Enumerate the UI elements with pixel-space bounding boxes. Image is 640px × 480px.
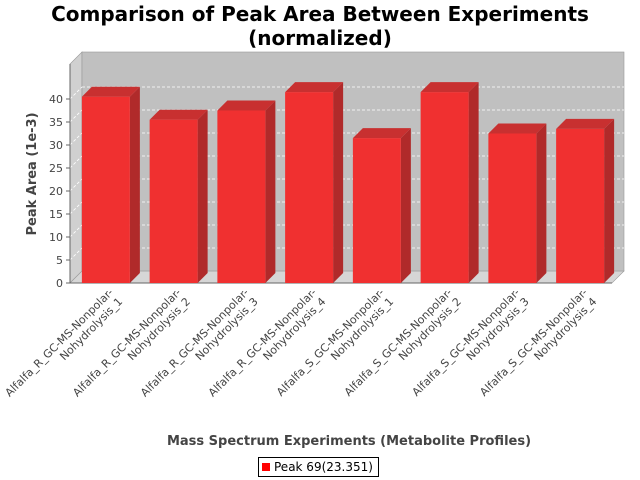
- bar-top: [217, 100, 276, 111]
- x-axis-label: Mass Spectrum Experiments (Metabolite Pr…: [167, 434, 531, 449]
- y-tick-label: 0: [56, 277, 63, 290]
- legend-label: Peak 69(23.351): [274, 460, 373, 474]
- bar-top: [81, 86, 140, 97]
- bar-top: [488, 123, 547, 134]
- legend-swatch: [262, 463, 270, 471]
- x-tick-label-line: Alfalfa_R_GC-MS-Nonpolar-: [138, 286, 251, 399]
- gridline-side: [69, 86, 83, 100]
- y-tick-label: 20: [49, 185, 63, 198]
- x-tick-label-line: Alfalfa_R_GC-MS-Nonpolar-: [70, 286, 183, 399]
- bar-top: [352, 128, 411, 139]
- chart-title: Comparison of Peak Area Between Experime…: [0, 2, 640, 50]
- y-axis-label: Peak Area (1e-3): [25, 112, 40, 235]
- gridline-side: [69, 201, 83, 215]
- x-tick-label-line: Alfalfa_S_GC-MS-Nonpolar-: [477, 286, 590, 399]
- x-tick-label-line: Alfalfa_S_GC-MS-Nonpolar-: [342, 286, 455, 399]
- x-tick-label: Alfalfa_R_GC-MS-Nonpolar-Nohydrolysis_1: [3, 286, 126, 409]
- bar-side: [333, 82, 344, 283]
- bar: [420, 92, 469, 283]
- x-tick-label-line: Alfalfa_S_GC-MS-Nonpolar-: [410, 286, 523, 399]
- y-tick-label: 15: [49, 208, 63, 221]
- chart-title-line-2: (normalized): [248, 26, 392, 50]
- plot-side-wall: [69, 51, 83, 284]
- gridline-side: [69, 178, 83, 192]
- bar-top: [149, 109, 208, 120]
- gridline-side: [69, 132, 83, 146]
- bar: [352, 138, 401, 283]
- bar-side: [129, 86, 140, 283]
- legend: Peak 69(23.351): [258, 457, 379, 477]
- y-tick-label: 5: [56, 254, 63, 267]
- bar-side: [265, 100, 276, 283]
- bar: [488, 133, 537, 283]
- bar: [81, 96, 130, 283]
- bar-top: [420, 82, 479, 93]
- y-tick-label: 25: [49, 162, 63, 175]
- bar: [556, 128, 605, 283]
- gridline-side: [69, 109, 83, 123]
- x-tick-label-line: Alfalfa_R_GC-MS-Nonpolar-: [206, 286, 319, 399]
- chart-title-line-1: Comparison of Peak Area Between Experime…: [51, 2, 589, 26]
- y-tick-label: 40: [49, 93, 63, 106]
- bar-side: [536, 123, 547, 283]
- bar-side: [400, 128, 411, 283]
- bar: [149, 119, 198, 283]
- gridline-side: [69, 224, 83, 238]
- bar-top: [556, 118, 615, 129]
- bar-side: [468, 82, 479, 283]
- gridline-side: [69, 247, 83, 261]
- y-tick-label: 35: [49, 116, 63, 129]
- bar: [217, 110, 266, 283]
- y-tick-label: 30: [49, 139, 63, 152]
- x-tick-label-line: Alfalfa_S_GC-MS-Nonpolar-: [274, 286, 387, 399]
- x-tick-label-line: Alfalfa_R_GC-MS-Nonpolar-: [3, 286, 116, 399]
- bar: [285, 92, 334, 283]
- y-tick-label: 10: [49, 231, 63, 244]
- plot-area: 0 5 10 15 20 25 30 35 40 Alfalfa_R_GC-MS-Nonpolar…: [3, 51, 625, 409]
- gridline-side: [69, 155, 83, 169]
- bar-side: [197, 109, 208, 283]
- bar-top: [285, 82, 344, 93]
- bar-side: [604, 118, 615, 284]
